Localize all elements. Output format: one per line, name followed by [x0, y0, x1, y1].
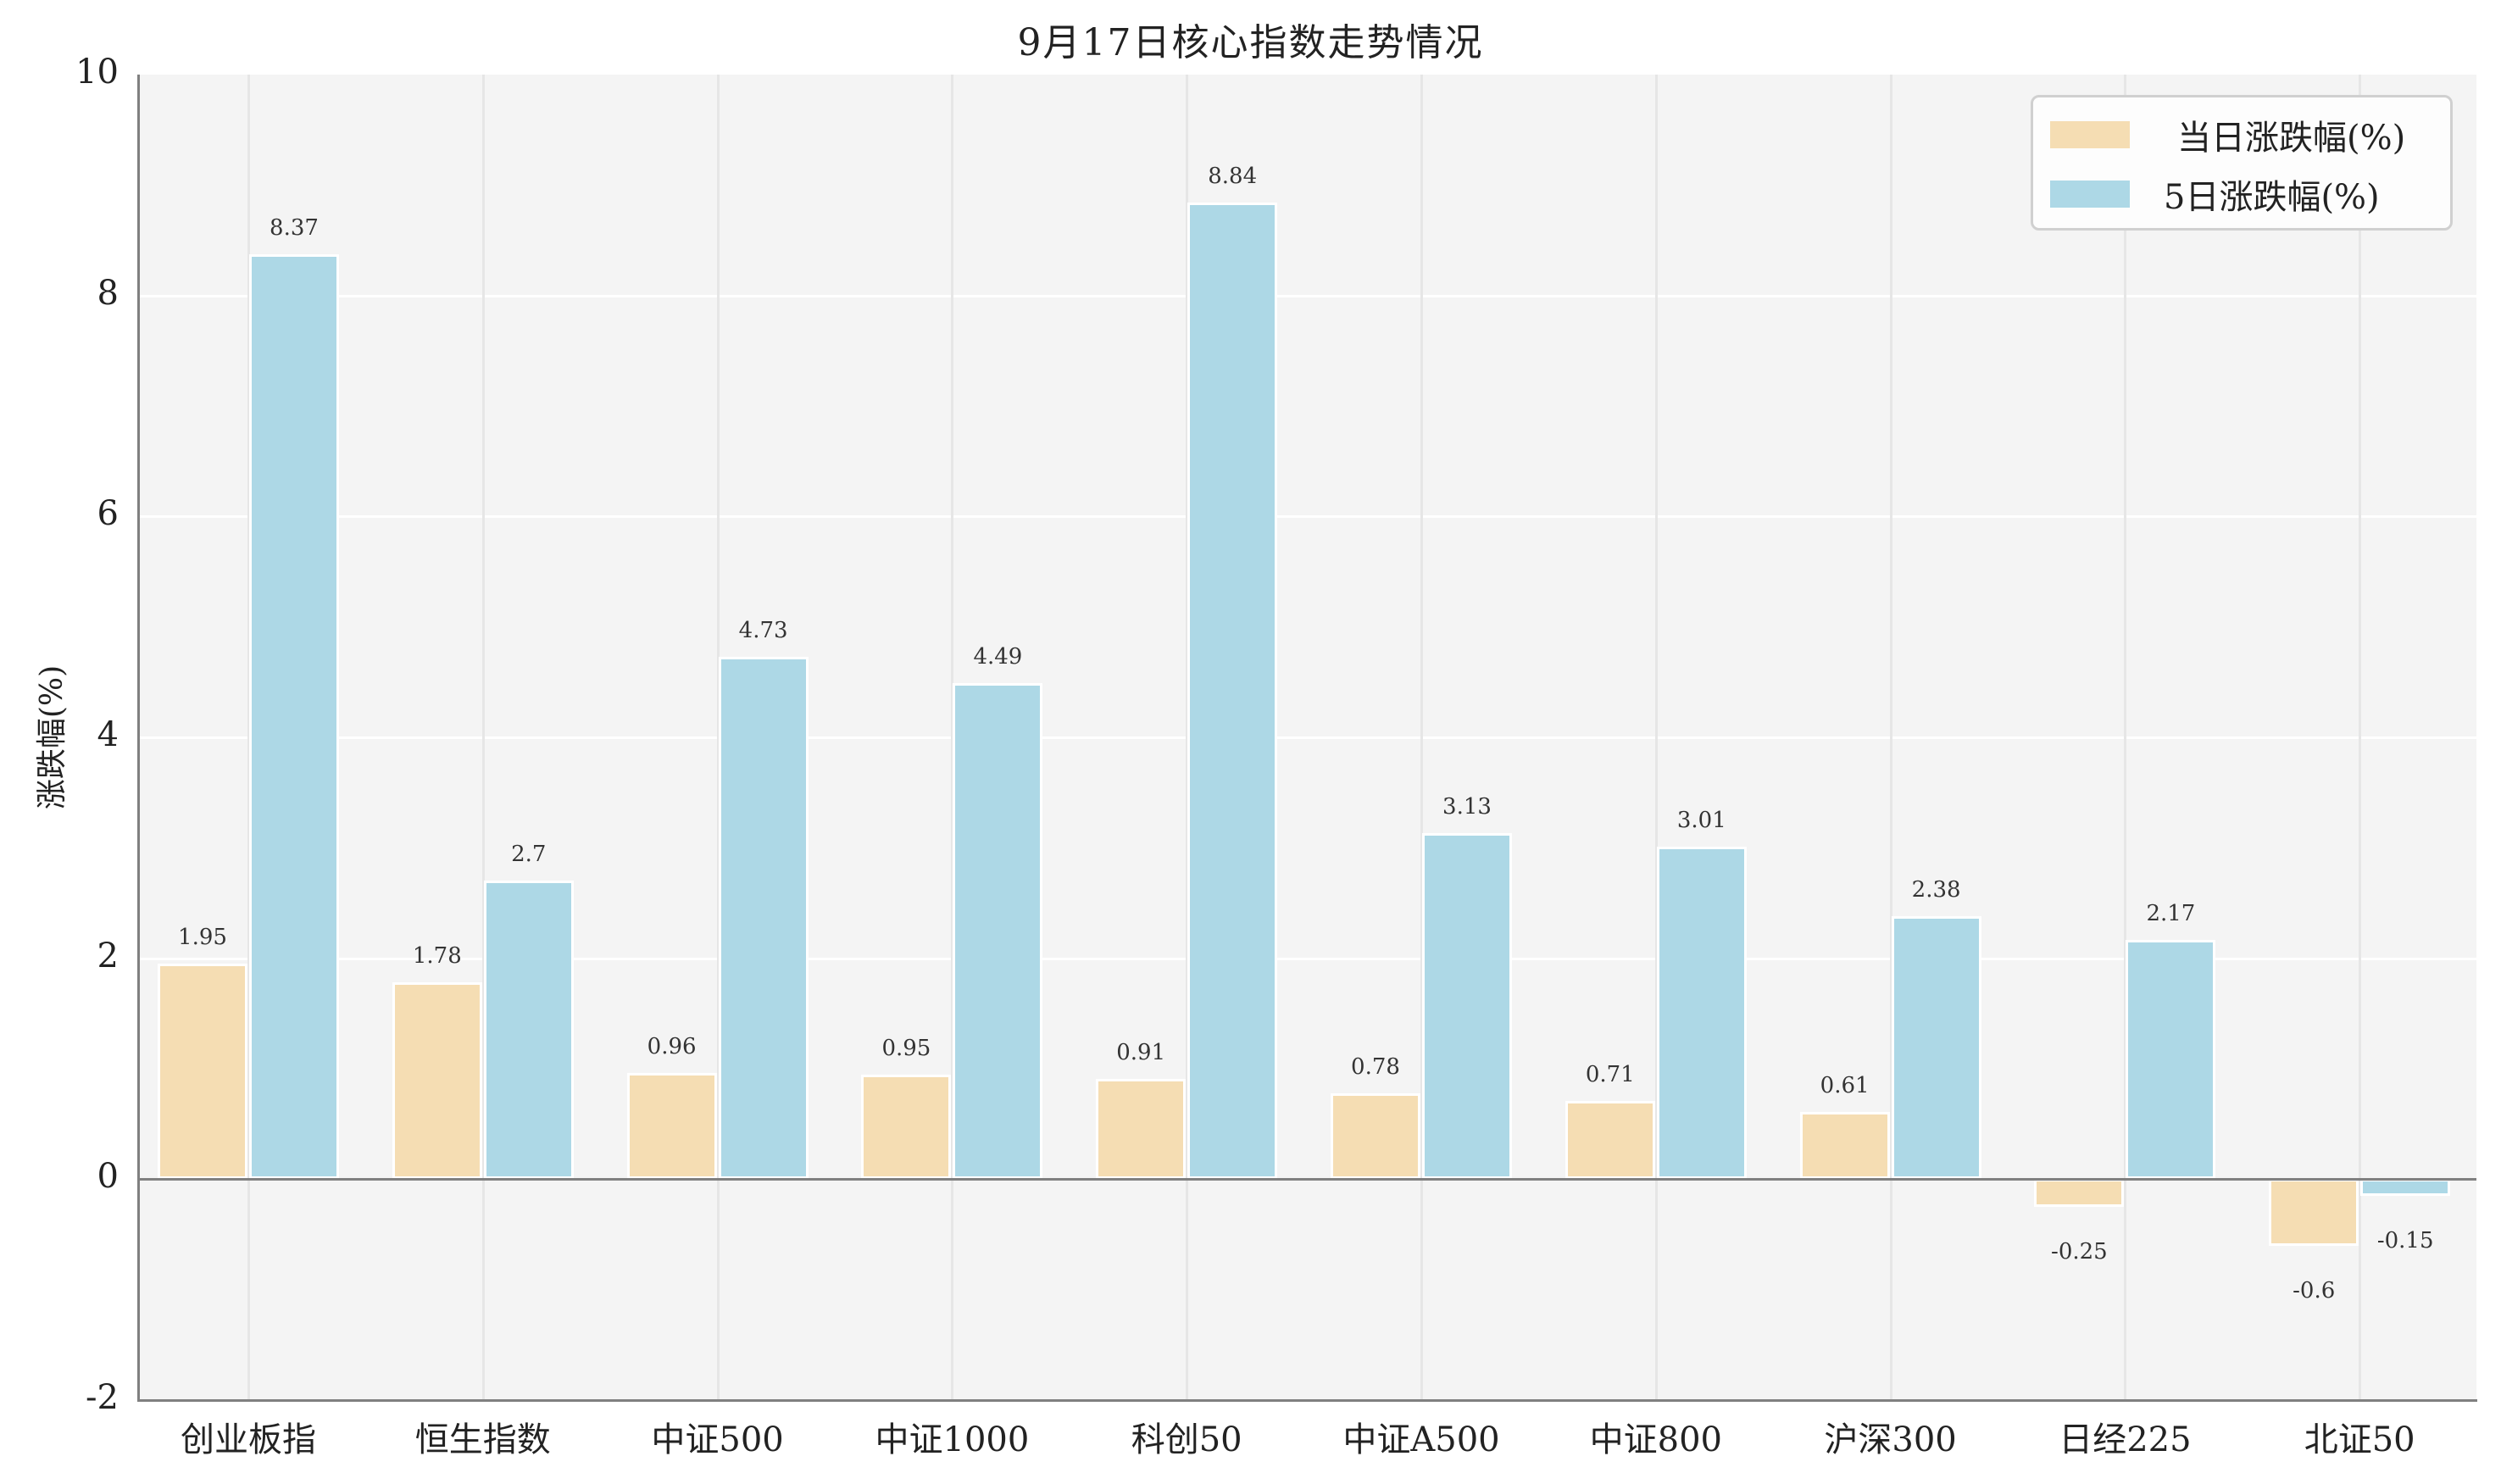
bar-daily-change: [1799, 1111, 1890, 1180]
bar-daily-change: [2269, 1179, 2359, 1246]
v-gridline: [481, 75, 485, 1400]
bar-value-label: -0.6: [2293, 1277, 2336, 1303]
v-gridline: [1654, 75, 1658, 1400]
bar-5day-change: [2360, 1179, 2451, 1196]
bar-5day-change: [249, 254, 339, 1180]
bar-value-label: 8.37: [270, 215, 319, 242]
legend-swatch-5day: [2050, 181, 2130, 208]
v-gridline: [247, 75, 250, 1400]
bar-daily-change: [861, 1074, 952, 1180]
bar-value-label: 0.95: [881, 1035, 931, 1061]
bar-value-label: 3.01: [1676, 808, 1726, 834]
bar-daily-change: [2034, 1179, 2125, 1207]
h-gridline: [139, 294, 2476, 297]
bar-value-label: 0.61: [1820, 1072, 1870, 1098]
v-gridline: [1186, 75, 1189, 1400]
bar-value-label: 1.78: [412, 943, 462, 970]
bar-value-label: 2.17: [2146, 900, 2196, 926]
y-axis-label: 涨跌幅(%): [35, 664, 69, 810]
y-tick-label: 6: [97, 494, 119, 534]
bar-5day-change: [483, 881, 574, 1180]
bar-value-label: 4.49: [973, 644, 1023, 670]
chart-title: 9月17日核心指数走势情况: [1017, 21, 1484, 64]
bar-5day-change: [2126, 939, 2216, 1180]
v-gridline: [1889, 75, 1892, 1400]
y-tick-label: 0: [97, 1157, 119, 1197]
legend-item-daily: 当日涨跌幅(%): [2050, 118, 2405, 158]
x-tick-label: 北证50: [2304, 1420, 2415, 1459]
y-tick-label: -2: [86, 1378, 119, 1417]
bar-value-label: 0.78: [1351, 1053, 1400, 1080]
y-axis-spine: [137, 75, 140, 1402]
bar-daily-change: [1565, 1100, 1655, 1180]
bar-value-label: 4.73: [738, 617, 788, 643]
bar-value-label: 1.95: [178, 925, 227, 951]
bar-value-label: 2.7: [511, 842, 547, 868]
h-gridline: [139, 957, 2476, 960]
bar-daily-change: [392, 982, 482, 1180]
bar-value-label: 0.96: [647, 1034, 697, 1060]
v-gridline: [2359, 75, 2362, 1400]
legend-label-daily: 当日涨跌幅(%): [2177, 119, 2406, 158]
x-tick-label: 日经225: [2059, 1420, 2192, 1459]
h-gridline: [139, 515, 2476, 519]
y-tick-label: 8: [97, 273, 119, 313]
v-gridline: [716, 75, 720, 1400]
bar-value-label: -0.15: [2376, 1227, 2434, 1253]
zero-baseline: [139, 1178, 2476, 1181]
bar-5day-change: [718, 656, 809, 1180]
bar-5day-change: [1656, 847, 1747, 1180]
bar-value-label: 0.71: [1585, 1061, 1635, 1087]
legend-label-5day: 5日涨跌幅(%): [2164, 178, 2380, 217]
x-axis-spine: [137, 1399, 2477, 1402]
y-tick-label: 10: [75, 53, 119, 92]
bar-daily-change: [1331, 1092, 1420, 1180]
legend: 当日涨跌幅(%) 5日涨跌幅(%): [2031, 95, 2453, 231]
y-tick-label: 4: [97, 715, 119, 754]
bar-5day-change: [1422, 833, 1512, 1180]
legend-item-5day: 5日涨跌幅(%): [2050, 177, 2380, 217]
bar-5day-change: [1187, 203, 1278, 1180]
x-tick-label: 科创50: [1131, 1420, 1242, 1459]
bar-value-label: 8.84: [1208, 164, 1258, 190]
x-tick-label: 中证800: [1589, 1420, 1722, 1459]
h-gridline: [139, 736, 2476, 739]
v-gridline: [2124, 75, 2127, 1400]
x-tick-label: 创业板指: [181, 1420, 316, 1459]
x-tick-label: 中证1000: [875, 1420, 1030, 1459]
x-tick-label: 沪深300: [1824, 1420, 1957, 1459]
x-tick-label: 中证A500: [1342, 1420, 1500, 1459]
y-tick-label: 2: [97, 936, 119, 975]
bar-daily-change: [1096, 1078, 1187, 1180]
bar-value-label: 3.13: [1442, 794, 1492, 820]
bar-5day-change: [1891, 916, 1981, 1180]
bar-value-label: -0.25: [2051, 1238, 2108, 1264]
bar-value-label: 2.38: [1911, 877, 1961, 903]
bar-daily-change: [626, 1073, 717, 1180]
v-gridline: [951, 75, 954, 1400]
legend-swatch-daily: [2050, 121, 2130, 148]
x-tick-label: 恒生指数: [414, 1420, 551, 1459]
bar-value-label: 0.91: [1116, 1039, 1166, 1065]
v-gridline: [1420, 75, 1423, 1400]
x-tick-label: 中证500: [651, 1420, 784, 1459]
bar-daily-change: [158, 964, 247, 1180]
bar-5day-change: [953, 683, 1043, 1180]
